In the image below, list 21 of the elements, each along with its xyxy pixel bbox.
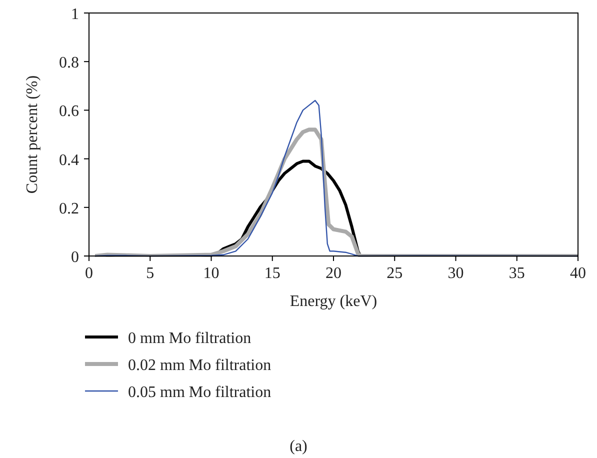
text: (a) [290,438,308,455]
y-tick-label: 0 [71,249,79,266]
x-tick-label: 20 [326,265,342,282]
legend-label: 0 mm Mo filtration [128,330,252,347]
x-tick-label: 35 [508,265,525,282]
x-tick-label: 30 [448,265,464,282]
x-tick-label: 0 [85,265,93,282]
y-tick-label: 0.8 [59,54,79,72]
x-tick-label: 15 [264,265,280,282]
legend-label: 0.02 mm Mo filtration [128,357,272,374]
legend-label: 0.05 mm Mo filtration [128,384,272,401]
x-tick-label: 40 [570,265,586,282]
x-tick-label: 5 [146,265,154,282]
x-axis-title: Energy (keV) [290,293,378,310]
x-tick-label: 25 [386,265,403,282]
y-tick-label: 0.2 [59,200,79,218]
y-tick-label: 1 [71,6,79,23]
y-axis-title: Count percent (%) [24,75,41,194]
y-tick-label: 0.6 [59,103,79,120]
x-tick-label: 10 [203,265,220,282]
y-tick-label: 0.4 [59,152,79,169]
